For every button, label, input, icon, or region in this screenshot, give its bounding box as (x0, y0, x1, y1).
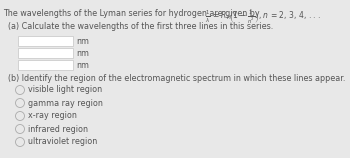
Text: nm: nm (76, 49, 89, 58)
Circle shape (15, 98, 24, 107)
Text: The wavelengths of the Lyman series for hydrogen are given by: The wavelengths of the Lyman series for … (3, 9, 260, 18)
Text: ultraviolet region: ultraviolet region (28, 137, 97, 146)
Text: gamma ray region: gamma ray region (28, 98, 102, 107)
Text: x-ray region: x-ray region (28, 112, 76, 121)
FancyBboxPatch shape (18, 36, 73, 46)
Text: nm: nm (76, 36, 89, 46)
Text: infrared region: infrared region (28, 125, 88, 134)
Text: (b) Identify the region of the electromagnetic spectrum in which these lines app: (b) Identify the region of the electroma… (8, 74, 345, 83)
Text: visible light region: visible light region (28, 85, 102, 94)
Text: (a) Calculate the wavelengths of the first three lines in this series.: (a) Calculate the wavelengths of the fir… (8, 22, 273, 31)
Text: nm: nm (76, 61, 89, 70)
FancyBboxPatch shape (18, 60, 73, 70)
Circle shape (15, 137, 24, 146)
Circle shape (15, 85, 24, 94)
Text: $\frac{1}{\lambda}$ = $R_H\!\left(1-\frac{1}{n^2}\right)$, $n$ = 2, 3, 4, . . .: $\frac{1}{\lambda}$ = $R_H\!\left(1-\fra… (205, 9, 321, 26)
Circle shape (15, 125, 24, 134)
Circle shape (15, 112, 24, 121)
FancyBboxPatch shape (18, 48, 73, 58)
